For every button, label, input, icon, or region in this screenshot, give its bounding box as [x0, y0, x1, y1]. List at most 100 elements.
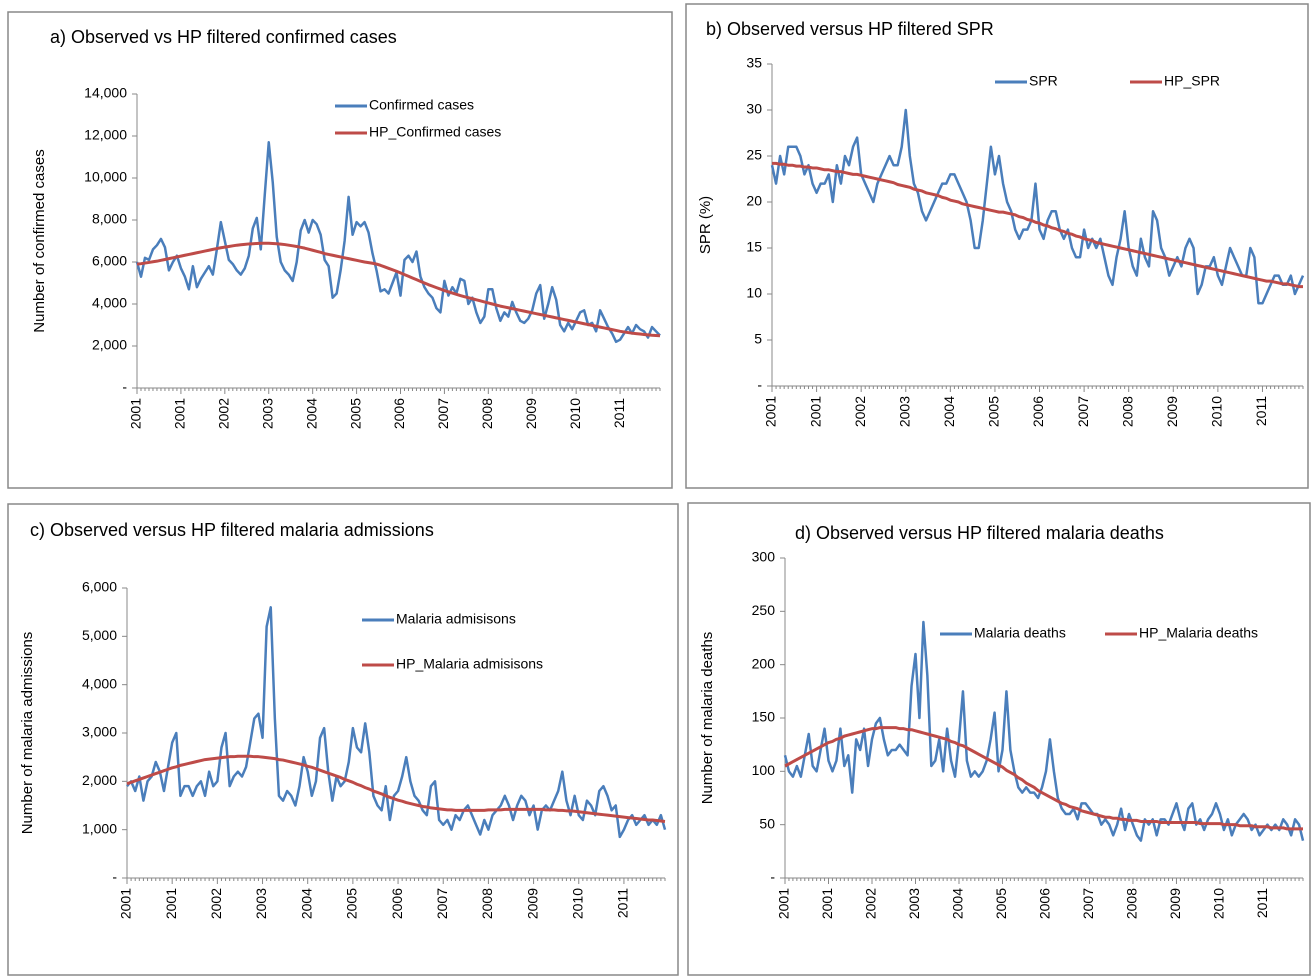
y-tick-label: - — [770, 869, 775, 885]
series-line — [126, 754, 666, 823]
legend-label: HP_Malaria admisisons — [396, 656, 543, 672]
x-tick-label: 2008 — [479, 888, 495, 919]
y-tick-label: 200 — [752, 655, 776, 671]
x-tick-label: 2010 — [569, 888, 585, 919]
y-tick-label: 300 — [752, 549, 776, 565]
y-tick-label: 4,000 — [82, 675, 117, 691]
x-tick-label: 2008 — [1124, 888, 1140, 919]
x-tick-label: 2011 — [1253, 396, 1269, 426]
x-tick-label: 2011 — [615, 888, 631, 918]
x-tick-label: 2007 — [1075, 396, 1091, 427]
series-line — [772, 161, 1303, 289]
y-tick-label: 10,000 — [84, 169, 127, 185]
x-tick-label: 2009 — [1167, 888, 1183, 919]
y-tick-label: 12,000 — [84, 127, 127, 143]
y-tick-label: - — [112, 869, 117, 885]
x-tick-label: 2001 — [128, 398, 144, 429]
y-tick-label: 5 — [754, 331, 762, 347]
x-tick-label: 2010 — [567, 398, 583, 429]
x-tick-label: 2011 — [1254, 888, 1270, 918]
x-tick-label: 2008 — [479, 398, 495, 429]
x-tick-label: 2001 — [819, 888, 835, 919]
x-tick-label: 2005 — [986, 396, 1002, 427]
x-tick-label: 2001 — [172, 398, 188, 429]
x-tick-label: 2006 — [1030, 396, 1046, 427]
legend-label: SPR — [1029, 73, 1058, 89]
y-tick-label: - — [122, 379, 127, 395]
x-tick-label: 2006 — [1037, 888, 1053, 919]
series-line — [784, 726, 1303, 831]
y-tick-label: 20 — [746, 193, 762, 209]
x-tick-label: 2008 — [1119, 396, 1135, 427]
y-tick-label: 100 — [752, 762, 776, 778]
x-tick-label: 2005 — [344, 888, 360, 919]
x-tick-label: 2004 — [941, 396, 957, 427]
panel-frame — [7, 11, 673, 489]
y-tick-label: 35 — [746, 55, 762, 71]
x-tick-label: 2002 — [852, 396, 868, 427]
x-tick-label: 2005 — [347, 398, 363, 429]
series-line — [135, 141, 661, 344]
y-tick-label: 10 — [746, 285, 762, 301]
x-tick-label: 2003 — [253, 888, 269, 919]
panel-frame — [685, 3, 1309, 489]
x-tick-label: 2010 — [1211, 888, 1227, 919]
x-tick-label: 2002 — [216, 398, 232, 429]
x-tick-label: 2005 — [993, 888, 1009, 919]
x-tick-label: 2007 — [434, 888, 450, 919]
x-tick-label: 2003 — [259, 398, 275, 429]
x-tick-label: 2001 — [163, 888, 179, 919]
x-tick-label: 2001 — [118, 888, 134, 919]
x-tick-label: 2010 — [1209, 396, 1225, 427]
x-tick-label: 2003 — [896, 396, 912, 427]
x-tick-label: 2007 — [1080, 888, 1096, 919]
legend-label: Malaria deaths — [974, 625, 1066, 641]
x-tick-label: 2001 — [807, 396, 823, 427]
y-tick-label: 6,000 — [82, 579, 117, 595]
x-tick-label: 2009 — [1164, 396, 1180, 427]
y-tick-label: 3,000 — [82, 724, 117, 740]
x-tick-label: 2011 — [611, 398, 627, 428]
y-tick-label: 250 — [752, 602, 776, 618]
y-axis-title: Number of malaria admissions — [19, 632, 36, 835]
chart-title: d) Observed versus HP filtered malaria d… — [795, 523, 1164, 543]
x-tick-label: 2004 — [298, 888, 314, 919]
x-tick-label: 2004 — [303, 398, 319, 429]
y-tick-label: 5,000 — [82, 627, 117, 643]
y-tick-label: 50 — [759, 815, 775, 831]
y-tick-label: 2,000 — [82, 772, 117, 788]
y-tick-label: 2,000 — [92, 337, 127, 353]
legend-label: Confirmed cases — [369, 97, 474, 113]
y-axis-title: SPR (%) — [697, 196, 714, 254]
legend-label: HP_Confirmed cases — [369, 124, 501, 140]
x-tick-label: 2006 — [389, 888, 405, 919]
y-tick-label: 150 — [752, 709, 776, 725]
x-tick-label: 2007 — [435, 398, 451, 429]
series-line — [126, 606, 667, 839]
y-tick-label: 8,000 — [92, 211, 127, 227]
y-tick-label: 6,000 — [92, 253, 127, 269]
chart-title: c) Observed versus HP filtered malaria a… — [30, 520, 434, 540]
y-tick-label: 30 — [746, 101, 762, 117]
legend-label: HP_Malaria deaths — [1139, 625, 1258, 641]
x-tick-label: 2003 — [906, 888, 922, 919]
series-line — [783, 620, 1305, 842]
y-tick-label: 25 — [746, 147, 762, 163]
legend-label: HP_SPR — [1164, 73, 1220, 89]
y-axis-title: Number of confirmed cases — [31, 149, 48, 332]
x-tick-label: 2006 — [391, 398, 407, 429]
chart-title: a) Observed vs HP filtered confirmed cas… — [50, 27, 397, 47]
series-line — [136, 241, 661, 338]
x-tick-label: 2001 — [763, 396, 779, 427]
y-tick-label: 4,000 — [92, 295, 127, 311]
x-tick-label: 2009 — [523, 398, 539, 429]
y-axis-title: Number of malaria deaths — [699, 632, 716, 805]
x-tick-label: 2002 — [863, 888, 879, 919]
y-tick-label: - — [757, 377, 762, 393]
panel-frame — [7, 503, 679, 976]
y-tick-label: 15 — [746, 239, 762, 255]
y-tick-label: 14,000 — [84, 85, 127, 101]
x-tick-label: 2009 — [524, 888, 540, 919]
x-tick-label: 2002 — [208, 888, 224, 919]
